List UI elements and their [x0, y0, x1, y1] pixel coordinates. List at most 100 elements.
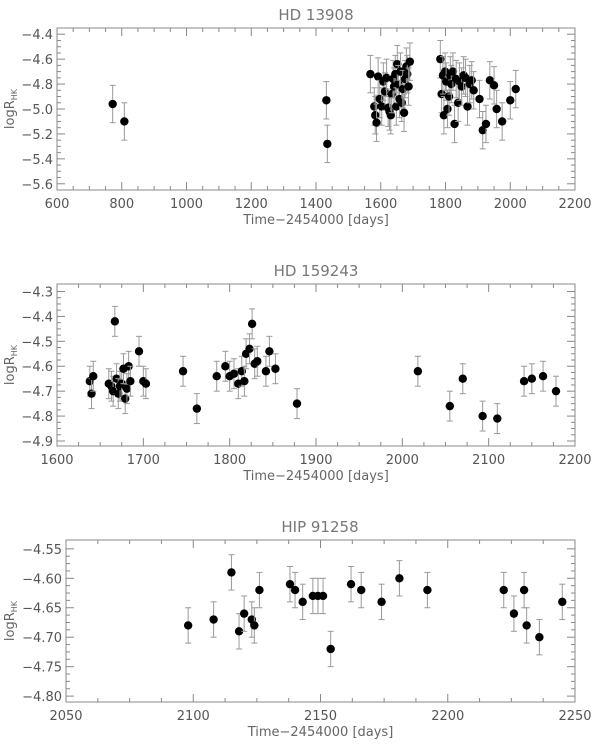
data-point [141, 379, 151, 388]
data-point [492, 104, 501, 114]
y-tick-label: −4.80 [22, 690, 62, 705]
y-tick-label: −4.4 [21, 28, 53, 43]
data-point [120, 117, 129, 126]
data-point [509, 609, 519, 618]
data-point [467, 76, 476, 85]
data-point [373, 72, 383, 81]
data-point [271, 364, 280, 373]
x-tick-label: 1900 [299, 453, 332, 468]
data-point [108, 99, 117, 109]
x-axis-label: Time−2454000 [days] [242, 469, 389, 484]
data-point [458, 374, 467, 383]
data-point [285, 579, 295, 589]
y-tick-label: −4.70 [22, 631, 62, 646]
data-point [183, 621, 193, 630]
x-tick-label: 2100 [472, 453, 505, 468]
x-tick-label: 2000 [494, 197, 527, 212]
x-tick-label: 2000 [386, 453, 419, 468]
data-point [489, 81, 499, 90]
y-tick-label: −4.8 [21, 410, 53, 425]
data-point [318, 591, 328, 601]
x-axis-label: Time−2454000 [days] [247, 725, 394, 740]
y-tick-label: −4.5 [21, 335, 53, 350]
x-tick-label: 1800 [429, 197, 462, 212]
data-point [212, 372, 221, 381]
data-point [366, 69, 375, 79]
data-point [239, 609, 249, 618]
y-tick-label: −4.6 [21, 53, 53, 68]
x-tick-label: 1700 [127, 453, 160, 468]
data-point [475, 94, 484, 104]
x-tick-label: 2150 [304, 709, 337, 724]
data-point [535, 633, 544, 642]
data-point [377, 102, 386, 111]
data-point [377, 597, 386, 607]
data-point [551, 386, 561, 396]
data-point [234, 627, 244, 636]
y-tick-label: −4.9 [21, 435, 53, 450]
data-point [519, 585, 529, 595]
data-point [499, 585, 508, 595]
data-point [229, 369, 239, 378]
data-point [413, 367, 423, 376]
data-point [326, 644, 335, 654]
y-axis-label: logRHK [3, 600, 19, 641]
x-tick-label: 2200 [558, 453, 591, 468]
x-tick-label: 1000 [170, 197, 203, 212]
data-point [322, 96, 331, 105]
panel-title: HD 13908 [278, 6, 353, 24]
y-tick-label: −5.4 [21, 153, 53, 168]
x-tick-label: 2050 [49, 709, 82, 724]
panel-title: HD 159243 [274, 262, 359, 280]
data-point [227, 568, 236, 577]
data-point [397, 98, 406, 107]
x-tick-label: 1800 [213, 453, 246, 468]
data-point [478, 411, 487, 421]
x-tick-label: 1600 [364, 197, 397, 212]
data-point [469, 86, 478, 95]
x-tick-label: 1400 [299, 197, 332, 212]
data-point [439, 111, 449, 120]
data-point [298, 597, 307, 607]
data-point [558, 597, 567, 607]
data-point [255, 585, 264, 595]
data-point [527, 374, 537, 383]
x-tick-label: 1600 [40, 453, 73, 468]
data-point [387, 89, 396, 99]
data-point [245, 344, 254, 353]
data-point [89, 372, 98, 381]
data-point [423, 585, 432, 595]
y-tick-label: −4.7 [21, 385, 53, 400]
y-tick-label: −5.2 [21, 128, 53, 143]
panel-title: HIP 91258 [281, 518, 358, 536]
x-tick-label: 2200 [431, 709, 464, 724]
data-point [122, 384, 132, 393]
x-axis-label: Time−2454000 [days] [242, 213, 389, 228]
y-tick-label: −4.75 [22, 661, 62, 676]
data-point [250, 621, 259, 630]
data-point [372, 118, 381, 127]
data-point [290, 585, 300, 595]
data-point [497, 117, 507, 126]
data-point [375, 94, 384, 104]
data-point [448, 67, 458, 76]
plot-frame [65, 539, 576, 703]
data-point [209, 615, 218, 624]
data-point [134, 347, 144, 356]
data-point [538, 372, 548, 381]
data-point [382, 73, 391, 83]
data-point [478, 125, 487, 135]
y-tick-label: −4.60 [22, 572, 62, 587]
data-point [481, 119, 491, 129]
data-point [399, 108, 409, 117]
y-axis-label: logRHK [3, 88, 19, 129]
data-point [463, 102, 472, 111]
data-point [445, 401, 455, 411]
x-tick-label: 800 [109, 197, 134, 212]
panel-hd159243: HD 159243 1600 1700 1800 1900 2000 2100 2200 −4… [3, 262, 592, 484]
data-point [393, 59, 402, 69]
y-tick-label: −4.3 [21, 285, 53, 300]
data-point [265, 347, 274, 356]
y-tick-label: −4.4 [21, 310, 53, 325]
